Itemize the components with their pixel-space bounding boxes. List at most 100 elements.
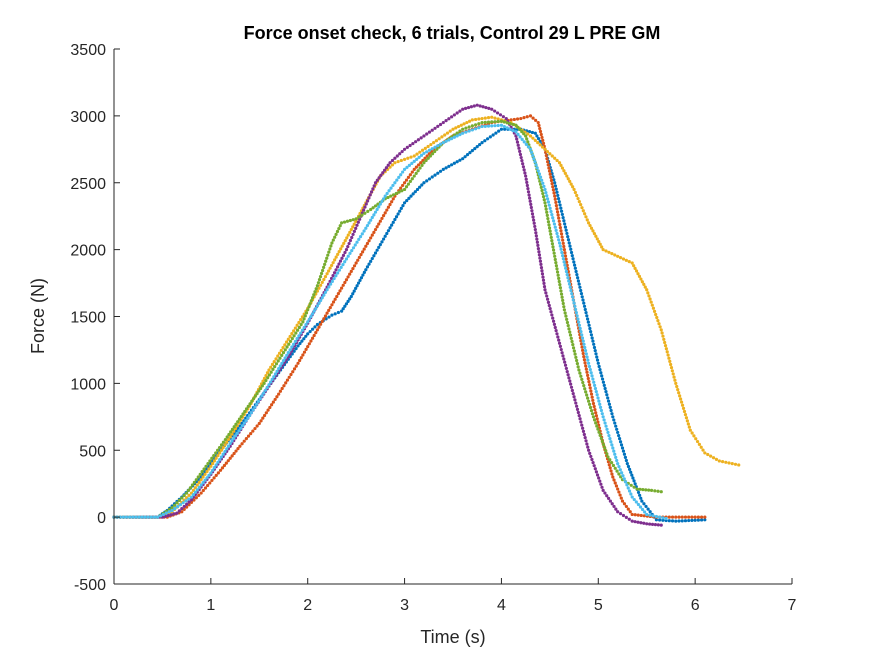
- data-point: [470, 128, 474, 132]
- data-point: [391, 220, 395, 224]
- data-point: [137, 515, 141, 519]
- data-point: [544, 207, 548, 211]
- data-point: [533, 138, 537, 142]
- data-point: [664, 347, 668, 351]
- data-point: [569, 385, 574, 389]
- data-point: [633, 513, 637, 517]
- data-point: [306, 308, 310, 312]
- data-point: [677, 519, 681, 523]
- data-point: [611, 475, 615, 479]
- data-point: [336, 271, 340, 275]
- data-point: [402, 147, 407, 151]
- data-point: [244, 407, 249, 411]
- data-point: [226, 437, 231, 442]
- data-point: [328, 247, 332, 251]
- data-point: [269, 370, 273, 374]
- data-point: [551, 245, 555, 249]
- data-point: [560, 295, 564, 299]
- data-point: [354, 261, 358, 265]
- data-point: [121, 515, 125, 519]
- data-point: [273, 372, 278, 376]
- data-point: [502, 120, 506, 124]
- data-point: [515, 137, 519, 141]
- data-point: [419, 153, 424, 157]
- data-point: [346, 299, 350, 303]
- data-point: [648, 297, 652, 301]
- data-point: [690, 431, 694, 435]
- data-point: [309, 299, 313, 303]
- data-point: [390, 158, 395, 163]
- data-point: [422, 181, 426, 185]
- data-point: [569, 382, 573, 386]
- data-point: [206, 483, 210, 488]
- data-point: [592, 404, 596, 409]
- data-point: [399, 186, 403, 190]
- data-point: [625, 462, 629, 466]
- data-point: [560, 212, 564, 217]
- data-point: [609, 408, 613, 413]
- data-point: [563, 251, 567, 255]
- data-point: [395, 178, 399, 182]
- data-point: [599, 371, 603, 375]
- data-point: [404, 185, 409, 189]
- data-point: [373, 251, 378, 255]
- data-point: [548, 307, 552, 311]
- data-point: [266, 408, 270, 412]
- data-point: [522, 168, 526, 172]
- data-point: [520, 159, 524, 163]
- data-point: [271, 400, 275, 404]
- data-point: [284, 340, 289, 344]
- data-point: [559, 163, 563, 167]
- data-point: [595, 473, 600, 477]
- data-point: [185, 505, 189, 509]
- data-point: [368, 193, 372, 197]
- data-point: [591, 398, 595, 402]
- data-point: [547, 226, 552, 230]
- data-point: [545, 294, 549, 298]
- data-point: [551, 248, 556, 252]
- data-point: [564, 314, 568, 318]
- data-point: [455, 131, 459, 135]
- data-point: [287, 342, 291, 346]
- y-tick-label: 3500: [70, 42, 106, 59]
- data-point: [310, 327, 315, 331]
- data-point: [290, 352, 294, 356]
- data-point: [620, 499, 625, 503]
- x-tick-label: 7: [788, 597, 797, 614]
- data-point: [636, 272, 640, 276]
- data-point: [485, 137, 490, 141]
- data-point: [490, 107, 494, 111]
- data-point: [563, 225, 568, 229]
- data-point: [287, 375, 291, 379]
- data-point: [271, 367, 275, 371]
- data-point: [390, 163, 395, 167]
- data-point: [538, 175, 543, 179]
- data-point: [616, 430, 620, 435]
- data-point: [352, 264, 357, 268]
- data-point: [556, 196, 561, 201]
- data-point: [226, 459, 230, 463]
- data-point: [615, 469, 619, 473]
- data-point: [205, 470, 209, 474]
- data-point: [592, 345, 597, 350]
- data-point: [668, 359, 672, 363]
- data-point: [186, 488, 191, 492]
- data-point: [616, 462, 620, 466]
- data-point: [661, 334, 665, 338]
- data-point: [306, 344, 310, 349]
- data-point: [639, 513, 643, 518]
- data-point: [422, 161, 426, 165]
- data-point: [556, 335, 560, 339]
- data-point: [402, 201, 407, 205]
- data-point: [588, 368, 592, 372]
- data-point: [727, 461, 731, 465]
- data-point: [332, 276, 336, 281]
- data-point: [297, 325, 301, 330]
- data-point: [586, 445, 590, 449]
- data-point: [643, 510, 647, 514]
- data-point: [293, 326, 297, 330]
- data-point: [561, 354, 565, 358]
- data-point: [337, 268, 342, 272]
- data-point: [528, 199, 532, 203]
- data-point: [341, 262, 345, 267]
